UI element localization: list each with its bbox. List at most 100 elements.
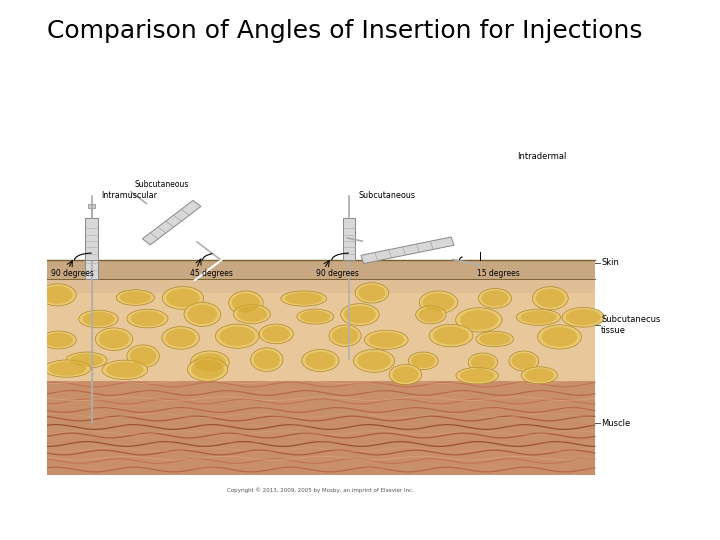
Ellipse shape xyxy=(536,289,564,308)
Ellipse shape xyxy=(509,351,539,371)
Ellipse shape xyxy=(130,347,156,366)
Ellipse shape xyxy=(44,360,91,377)
Ellipse shape xyxy=(423,293,454,311)
Ellipse shape xyxy=(187,357,228,381)
Ellipse shape xyxy=(131,311,164,326)
Ellipse shape xyxy=(392,367,418,383)
Ellipse shape xyxy=(359,285,385,301)
Ellipse shape xyxy=(355,283,389,303)
Text: 15 degrees: 15 degrees xyxy=(477,269,519,278)
Ellipse shape xyxy=(285,293,323,305)
FancyBboxPatch shape xyxy=(143,200,201,245)
Ellipse shape xyxy=(389,364,422,384)
Ellipse shape xyxy=(166,329,196,347)
Ellipse shape xyxy=(162,287,204,309)
Ellipse shape xyxy=(456,367,498,384)
Ellipse shape xyxy=(538,325,582,349)
Ellipse shape xyxy=(471,355,495,370)
Ellipse shape xyxy=(99,330,129,348)
Bar xyxy=(47,97,595,475)
Ellipse shape xyxy=(39,284,76,306)
Ellipse shape xyxy=(566,309,600,325)
Ellipse shape xyxy=(102,360,148,380)
Ellipse shape xyxy=(468,353,498,372)
Ellipse shape xyxy=(429,325,473,347)
Text: Subcutaneous: Subcutaneous xyxy=(359,191,415,200)
Ellipse shape xyxy=(70,354,103,367)
Bar xyxy=(47,279,595,293)
Ellipse shape xyxy=(42,286,73,304)
Ellipse shape xyxy=(83,312,114,326)
Ellipse shape xyxy=(357,352,391,370)
Ellipse shape xyxy=(184,302,221,326)
Ellipse shape xyxy=(166,289,199,307)
Ellipse shape xyxy=(408,352,438,370)
Bar xyxy=(47,381,595,475)
Ellipse shape xyxy=(521,367,557,384)
Ellipse shape xyxy=(460,369,495,382)
Ellipse shape xyxy=(456,308,502,332)
Ellipse shape xyxy=(411,354,436,368)
Bar xyxy=(86,218,98,260)
Ellipse shape xyxy=(512,353,536,369)
Ellipse shape xyxy=(354,349,395,372)
Ellipse shape xyxy=(344,306,376,323)
Ellipse shape xyxy=(476,332,513,347)
Ellipse shape xyxy=(187,305,217,324)
Ellipse shape xyxy=(162,327,199,349)
Ellipse shape xyxy=(516,309,561,325)
Text: Subcutanecus
tissue: Subcutanecus tissue xyxy=(601,315,660,335)
Text: Subcutaneous: Subcutaneous xyxy=(134,180,189,190)
Bar xyxy=(86,234,98,279)
Bar xyxy=(47,279,595,381)
Text: 45 degrees: 45 degrees xyxy=(190,269,233,278)
Ellipse shape xyxy=(482,291,508,306)
Text: Skin: Skin xyxy=(601,258,619,267)
Ellipse shape xyxy=(305,352,336,369)
Ellipse shape xyxy=(127,309,168,328)
Ellipse shape xyxy=(116,290,155,306)
Text: Intramuscular: Intramuscular xyxy=(101,191,157,200)
Ellipse shape xyxy=(419,291,458,313)
Text: Muscle: Muscle xyxy=(601,418,630,428)
Text: 90 degrees: 90 degrees xyxy=(51,269,94,278)
Ellipse shape xyxy=(220,326,255,346)
Text: Comparison of Angles of Insertion for Injections: Comparison of Angles of Insertion for In… xyxy=(47,19,642,43)
Ellipse shape xyxy=(66,352,107,368)
Ellipse shape xyxy=(369,332,404,348)
Ellipse shape xyxy=(364,330,408,349)
Bar xyxy=(343,218,355,260)
Ellipse shape xyxy=(297,309,333,324)
Ellipse shape xyxy=(341,303,379,326)
Ellipse shape xyxy=(418,308,443,322)
Ellipse shape xyxy=(460,310,498,330)
Bar xyxy=(88,205,95,208)
Ellipse shape xyxy=(194,353,225,372)
Ellipse shape xyxy=(253,350,280,369)
Ellipse shape xyxy=(415,306,446,324)
Bar xyxy=(47,260,595,279)
Ellipse shape xyxy=(45,333,73,347)
Ellipse shape xyxy=(541,327,577,347)
Ellipse shape xyxy=(433,327,469,345)
Ellipse shape xyxy=(478,288,511,308)
Ellipse shape xyxy=(237,306,267,322)
Ellipse shape xyxy=(190,351,229,374)
Ellipse shape xyxy=(532,287,568,310)
Ellipse shape xyxy=(259,324,293,344)
Text: 90 degrees: 90 degrees xyxy=(317,269,359,278)
FancyBboxPatch shape xyxy=(361,237,454,264)
Ellipse shape xyxy=(41,331,76,349)
Ellipse shape xyxy=(251,348,283,372)
Ellipse shape xyxy=(300,310,330,323)
Ellipse shape xyxy=(95,328,132,350)
Ellipse shape xyxy=(229,291,264,315)
Ellipse shape xyxy=(192,360,224,379)
Ellipse shape xyxy=(120,291,150,304)
Ellipse shape xyxy=(48,362,86,376)
Ellipse shape xyxy=(480,333,510,345)
Ellipse shape xyxy=(232,293,260,313)
Ellipse shape xyxy=(521,310,557,324)
Ellipse shape xyxy=(525,368,554,382)
Ellipse shape xyxy=(262,326,290,342)
